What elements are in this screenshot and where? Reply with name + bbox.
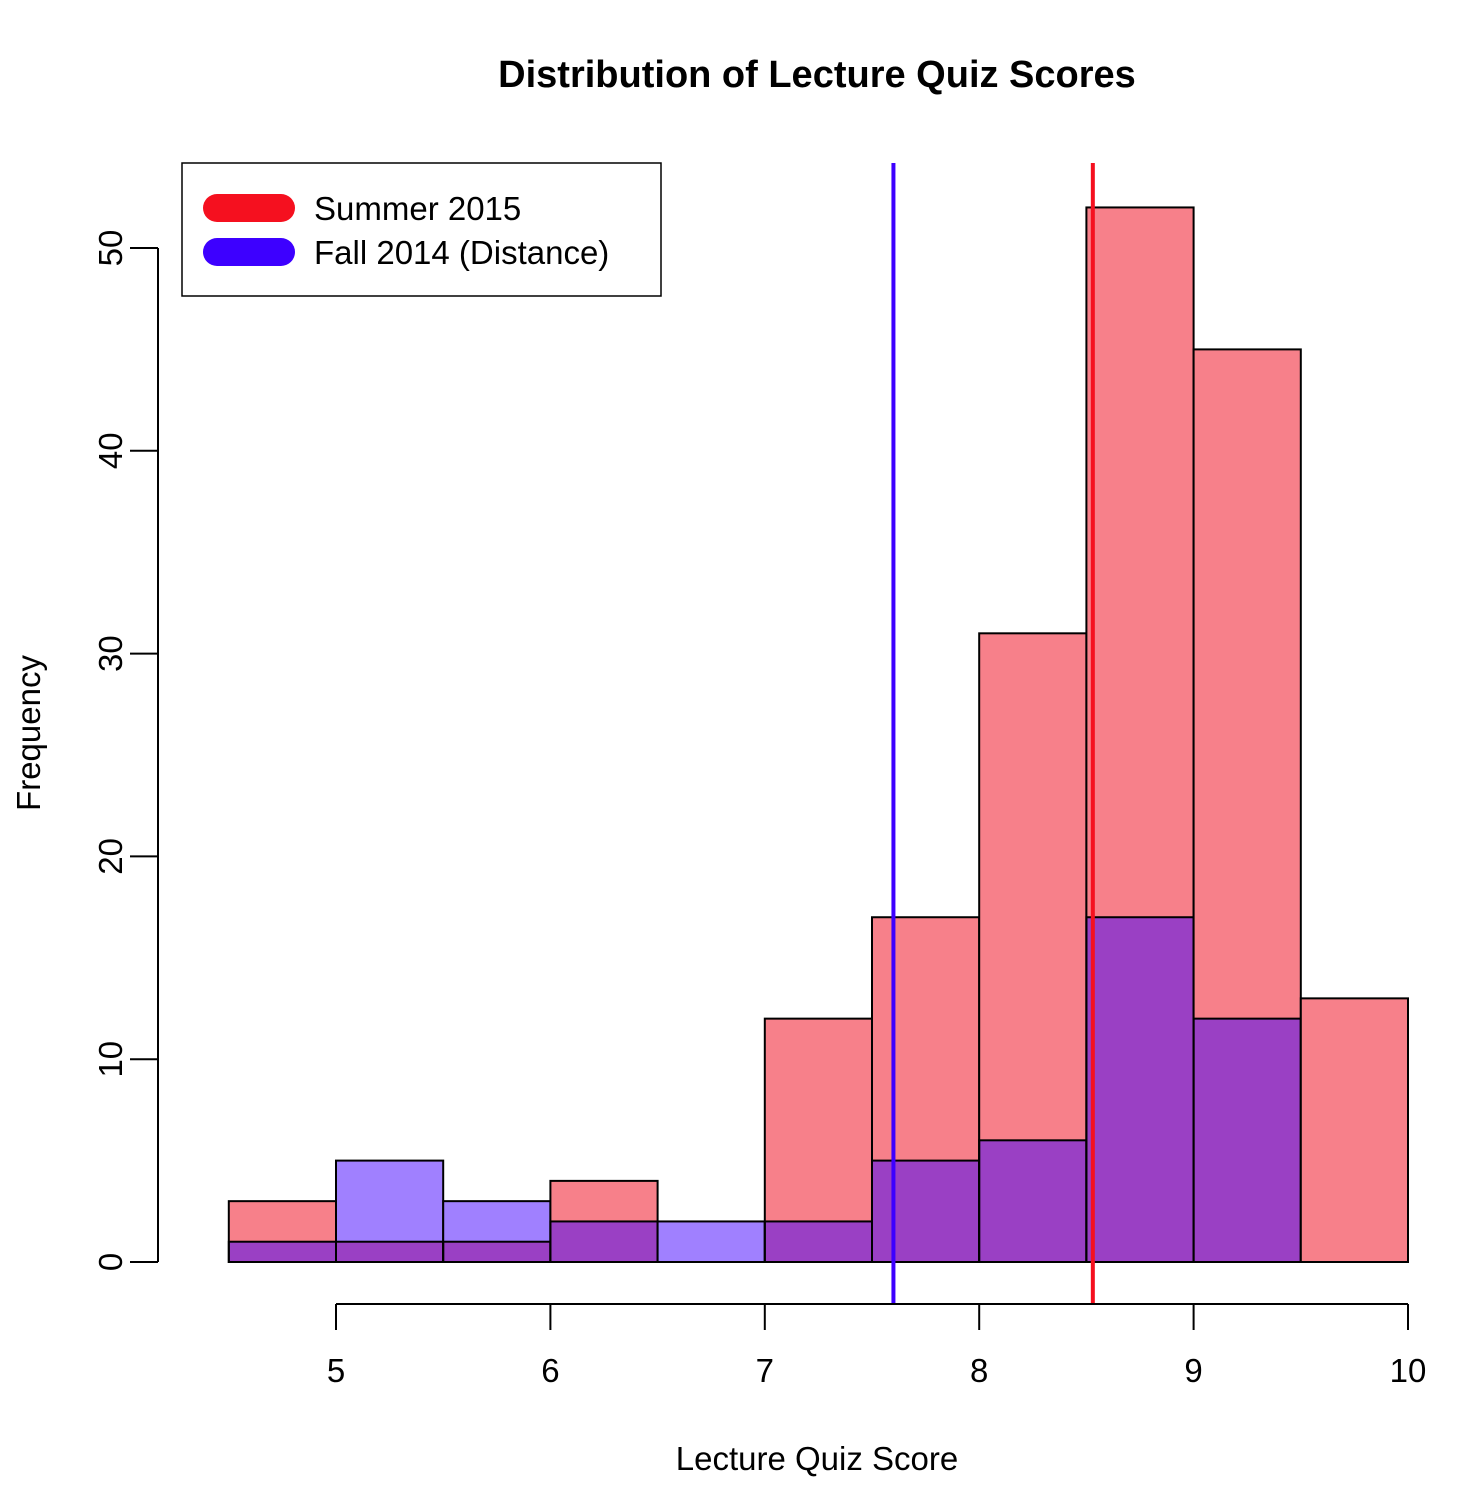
bar-top-segment (979, 633, 1087, 1141)
y-axis: 0 10 20 30 40 50 (92, 230, 159, 1271)
x-axis: 5 6 7 8 9 10 (327, 1303, 1427, 1389)
x-tick-label: 5 (327, 1352, 345, 1389)
bar-overlap-segment (550, 1221, 658, 1262)
bar-top-segment (764, 1018, 872, 1222)
bar-top-segment (550, 1180, 658, 1222)
bar-top-segment (1300, 998, 1408, 1262)
y-tick-label: 20 (92, 838, 129, 875)
y-tick-label: 0 (92, 1253, 129, 1271)
bar-overlap-segment (979, 1140, 1087, 1262)
bar-top-segment (443, 1201, 551, 1242)
x-tick-label: 7 (756, 1352, 774, 1389)
legend-label-summer-2015: Summer 2015 (314, 190, 521, 227)
chart-title: Distribution of Lecture Quiz Scores (498, 54, 1136, 96)
y-tick-label: 30 (92, 635, 129, 672)
bar-overlap-segment (443, 1241, 551, 1262)
mean-lines-layer (891, 163, 1095, 1304)
bar-top-segment (872, 917, 980, 1161)
bar-summer-2015 (1299, 997, 1410, 1263)
bar-top-segment (228, 1201, 336, 1242)
bar-top-segment (336, 1160, 444, 1242)
bar-top-segment (1086, 207, 1194, 918)
legend: Summer 2015 Fall 2014 (Distance) (181, 162, 662, 297)
y-tick-label: 50 (92, 230, 129, 267)
x-tick-label: 6 (541, 1352, 559, 1389)
bar-overlap-segment (1086, 917, 1194, 1262)
y-tick-label: 10 (92, 1041, 129, 1078)
bar-top-segment (657, 1221, 765, 1262)
x-tick-label: 9 (1184, 1352, 1202, 1389)
bar-overlap-segment (872, 1160, 980, 1262)
bar-overlap-segment (336, 1241, 444, 1262)
x-axis-label: Lecture Quiz Score (676, 1440, 958, 1477)
bar-overlap-segment (228, 1241, 336, 1262)
legend-label-fall-2014-distance: Fall 2014 (Distance) (314, 234, 609, 271)
x-tick-label: 8 (970, 1352, 988, 1389)
x-tick-label: 10 (1390, 1352, 1427, 1389)
bar-overlap-segment (764, 1221, 872, 1262)
bar-overlap-segment (1193, 1018, 1301, 1262)
legend-box (181, 162, 662, 297)
bar-top-segment (1193, 349, 1301, 1019)
y-tick-label: 40 (92, 432, 129, 469)
bars-layer (227, 206, 1410, 1264)
y-axis-label: Frequency (10, 655, 47, 811)
